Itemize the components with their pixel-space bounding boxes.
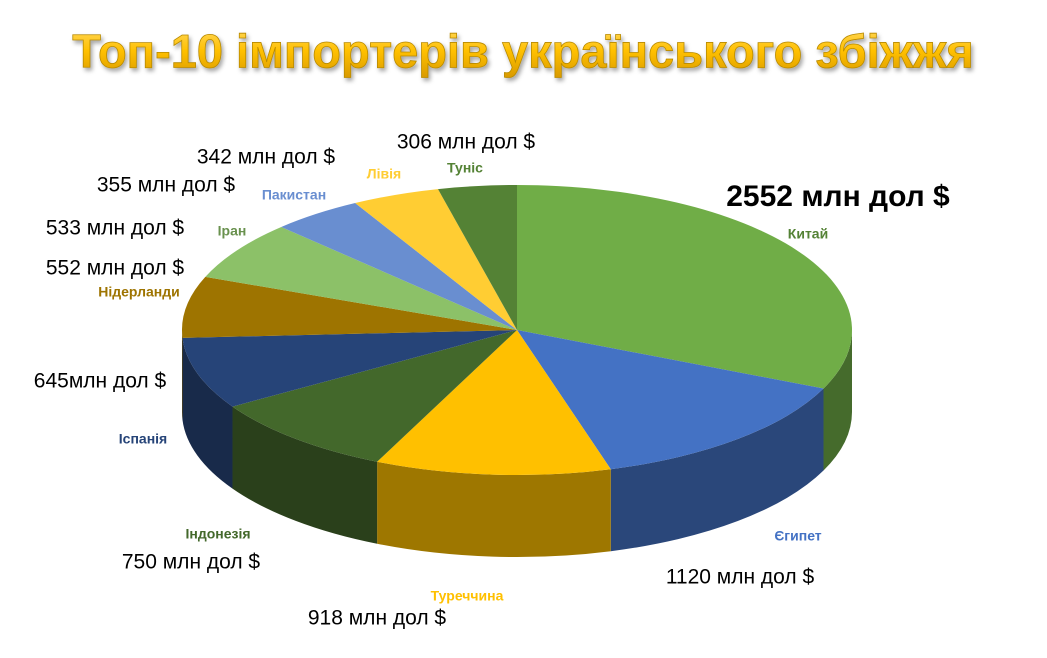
category-label: Лівія <box>367 166 401 182</box>
value-label: 355 млн дол $ <box>97 174 236 197</box>
pie <box>181 185 853 557</box>
category-label: Єгипет <box>774 528 821 544</box>
slice <box>205 226 517 330</box>
value-label: 1120 млн дол $ <box>666 566 815 589</box>
category-label: Нідерланди <box>98 284 180 300</box>
slice-side <box>823 330 852 471</box>
slice-side <box>232 406 378 544</box>
chart-title: Топ-10 імпортерів українського збіжжя <box>72 24 974 77</box>
category-label: Пакистан <box>262 187 326 203</box>
slice <box>281 203 517 330</box>
value-label: 2552 млн дол $ <box>726 180 950 213</box>
category-label: Індонезія <box>185 526 250 542</box>
slice <box>437 185 517 330</box>
value-label: 750 млн дол $ <box>122 551 261 574</box>
value-label: 533 млн дол $ <box>46 217 185 240</box>
slice-side <box>377 461 611 557</box>
value-label: 342 млн дол $ <box>197 146 336 169</box>
value-label: 645млн дол $ <box>34 370 167 393</box>
slice-side <box>610 388 824 552</box>
category-label: Іспанія <box>119 431 167 447</box>
value-label: 918 млн дол $ <box>308 607 447 630</box>
value-label: 552 млн дол $ <box>46 257 185 280</box>
slice <box>181 276 517 338</box>
category-label: Іран <box>218 223 247 239</box>
slice <box>232 330 517 462</box>
category-label: Туреччина <box>431 588 504 604</box>
labels: Китай 2552 млн дол $ Єгипет 1120 млн дол $ Т… <box>32 129 953 632</box>
value-label: 306 млн дол $ <box>397 131 536 154</box>
category-label: Китай <box>788 226 828 242</box>
slice <box>377 330 611 475</box>
slice-side <box>182 337 233 489</box>
slice <box>517 185 853 389</box>
slice <box>517 330 824 470</box>
slice <box>182 330 518 407</box>
slice <box>355 189 517 330</box>
category-label: Туніс <box>447 160 483 176</box>
